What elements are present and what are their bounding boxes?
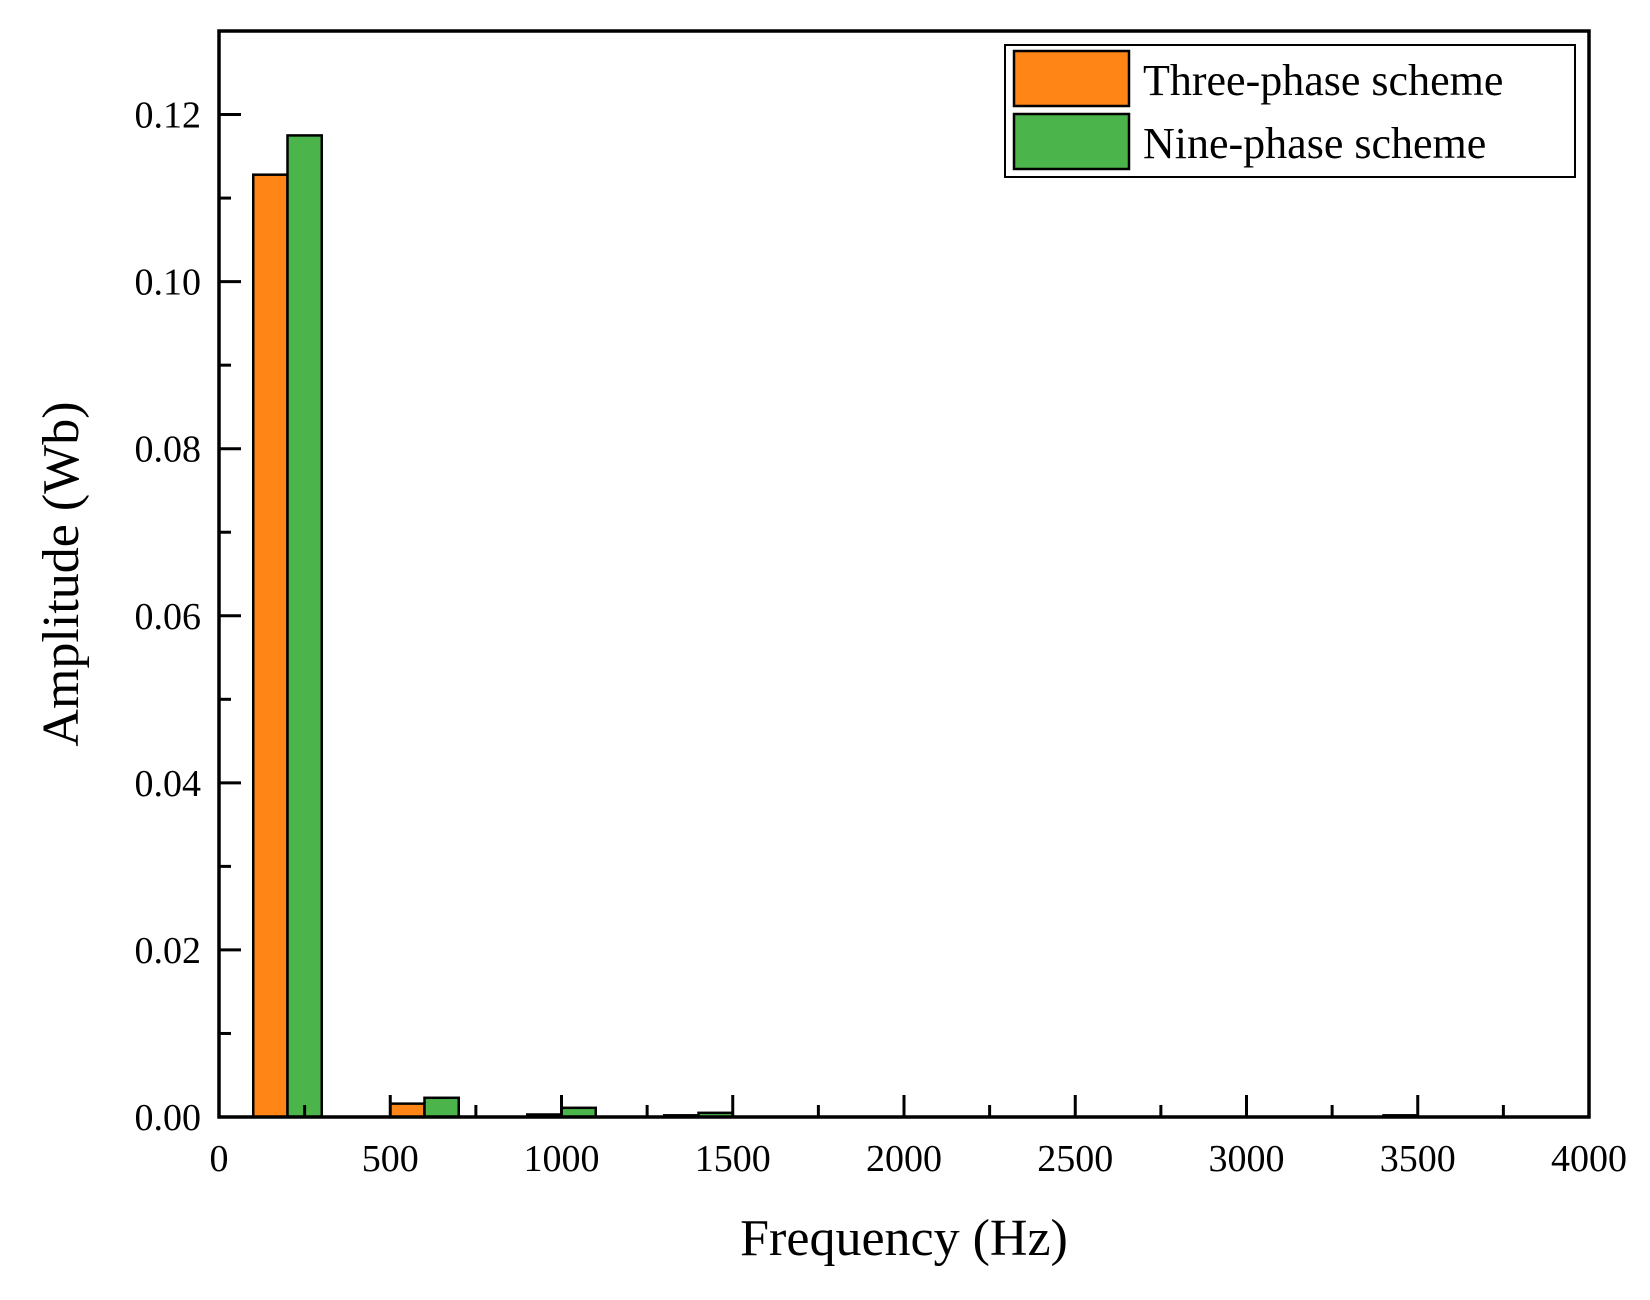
x-tick-label: 3500 <box>1380 1138 1456 1180</box>
bar-nine-phase-650 <box>423 1096 460 1119</box>
x-tick-label: 1000 <box>524 1138 600 1180</box>
legend-label-nine-phase: Nine-phase scheme <box>1143 119 1486 168</box>
x-tick-label: 4000 <box>1551 1138 1627 1180</box>
x-tick-label: 2000 <box>866 1138 942 1180</box>
y-tick-label: 0.06 <box>135 596 202 638</box>
bar-three-phase-150 <box>252 173 289 1119</box>
y-tick-label: 0.02 <box>135 930 202 972</box>
bar-nine-phase-250 <box>286 134 323 1119</box>
bars-group <box>252 134 1419 1119</box>
y-tick-label: 0.04 <box>135 763 202 805</box>
y-tick-label: 0.00 <box>135 1097 202 1139</box>
y-tick-label: 0.12 <box>135 95 202 137</box>
legend-label-three-phase: Three-phase scheme <box>1143 56 1503 105</box>
bar-three-phase-550 <box>389 1102 426 1119</box>
axes-group: 0 500 1000 1500 2000 2500 3000 3500 4000 0.00 0.02… <box>135 29 1627 1180</box>
x-tick-label: 0 <box>210 1138 229 1180</box>
x-axis-title: Frequency (Hz) <box>740 1210 1068 1267</box>
x-tick-label: 500 <box>362 1138 419 1180</box>
legend-swatch-three-phase <box>1012 49 1131 108</box>
legend-swatch-nine-phase <box>1012 112 1131 171</box>
x-tick-label: 1500 <box>695 1138 771 1180</box>
x-tick-label: 3000 <box>1209 1138 1285 1180</box>
y-tick-label: 0.08 <box>135 429 202 471</box>
y-axis-title: Amplitude (Wb) <box>33 401 90 746</box>
y-tick-label: 0.10 <box>135 262 202 304</box>
plot-frame <box>217 29 1591 1119</box>
x-tick-label: 2500 <box>1037 1138 1113 1180</box>
legend: Three-phase scheme Nine-phase scheme <box>1004 44 1576 178</box>
